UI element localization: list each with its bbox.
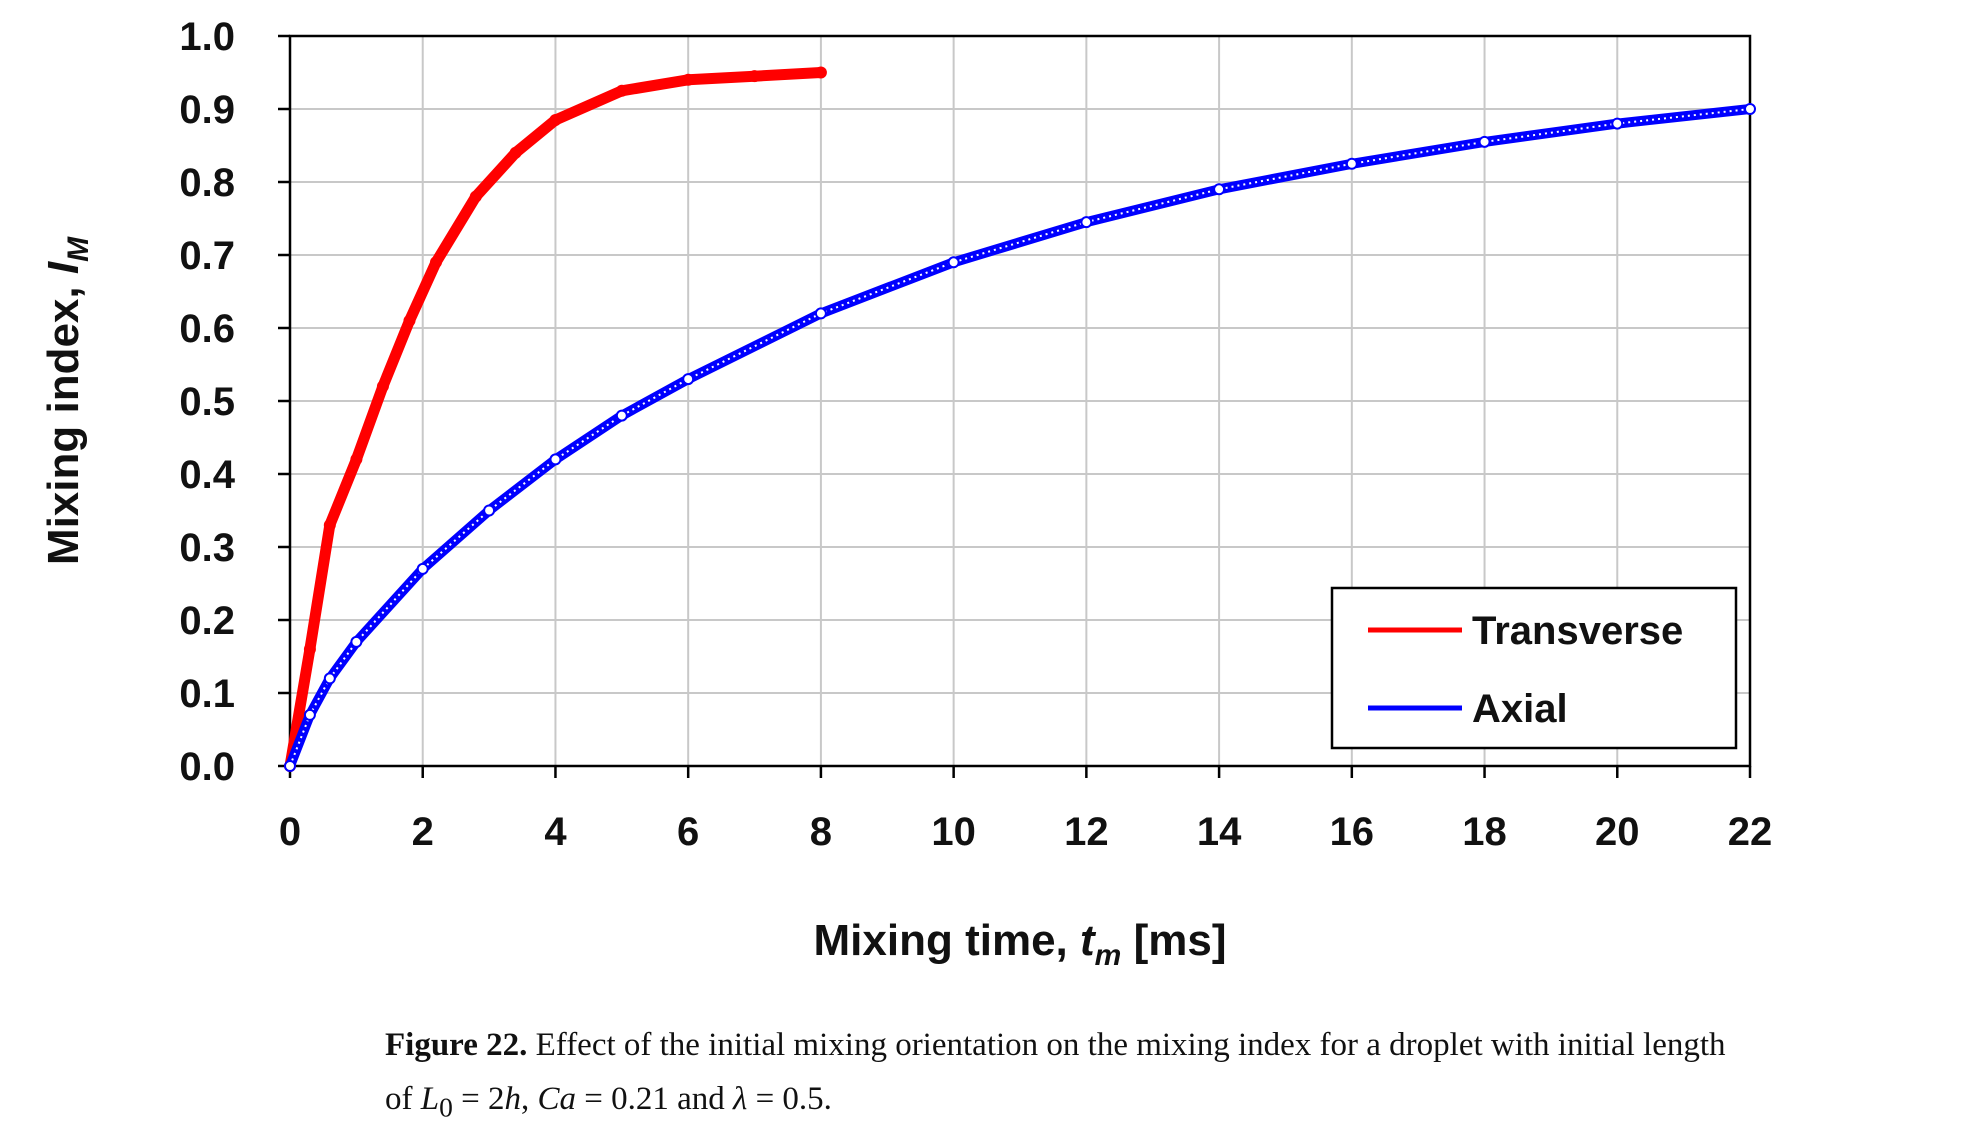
caption-Ca: Ca (537, 1081, 576, 1117)
y-tick-label: 0.9 (179, 88, 235, 132)
data-point-axial (682, 373, 695, 386)
x-tick-label: 0 (279, 810, 301, 854)
y-axis-title: Mixing index, IM (39, 236, 95, 565)
caption-eq1: = 2 (452, 1081, 505, 1117)
y-tick-label: 0.3 (179, 526, 235, 570)
x-tick-label: 18 (1462, 810, 1507, 854)
x-tick-labels: 0 2 4 6 8 10 12 14 16 18 20 22 (279, 810, 1772, 854)
caption-eq3: = 0.5. (747, 1081, 832, 1117)
x-axis-title-sub: m (1095, 939, 1122, 972)
data-point-transverse (549, 113, 562, 126)
data-point-transverse (403, 314, 416, 327)
x-tick-label: 14 (1197, 810, 1242, 854)
caption-figure-label: Figure 22. (385, 1027, 528, 1063)
x-tick-label: 10 (931, 810, 976, 854)
data-point-axial (615, 409, 628, 422)
y-tick-label: 1.0 (179, 15, 235, 59)
caption-text-1: Effect of the initial mixing orientation… (527, 1027, 1726, 1063)
caption-text-of: of (385, 1081, 421, 1117)
data-point-transverse (469, 190, 482, 203)
data-point-axial (1213, 183, 1226, 196)
data-point-transverse (350, 453, 363, 466)
x-tick-label: 6 (677, 810, 699, 854)
data-point-transverse (509, 146, 522, 159)
x-tick-label: 16 (1330, 810, 1375, 854)
y-tick-labels: 0.0 0.1 0.2 0.3 0.4 0.5 0.6 0.7 0.8 0.9 1.0 (179, 15, 235, 789)
data-point-transverse (615, 84, 628, 97)
data-point-axial (1478, 135, 1491, 148)
caption-L-sub: 0 (439, 1091, 453, 1123)
data-point-axial (1345, 157, 1358, 170)
data-point-transverse (303, 643, 316, 656)
y-tick-label: 0.1 (179, 672, 235, 716)
caption-line-2: of L0 = 2h, Ca = 0.21 and λ = 0.5. (385, 1072, 1955, 1135)
y-axis-title-sub: M (62, 236, 95, 262)
data-point-axial (947, 256, 960, 269)
x-axis-title-var: t (1080, 916, 1097, 965)
x-tick-label: 2 (412, 810, 434, 854)
data-series (284, 66, 1756, 772)
data-point-axial (1611, 117, 1624, 130)
y-tick-label: 0.2 (179, 599, 235, 643)
legend-label-axial: Axial (1472, 687, 1568, 731)
data-point-axial (1080, 216, 1093, 229)
caption-lambda: λ (733, 1081, 748, 1117)
legend-box (1330, 586, 1738, 750)
series-line-transverse (284, 67, 827, 772)
x-axis-title-main: Mixing time, (814, 916, 1080, 965)
caption-line-1: Figure 22. Effect of the initial mixing … (385, 1018, 1955, 1072)
data-point-transverse (376, 380, 389, 393)
x-tick-label: 22 (1728, 810, 1773, 854)
data-point-transverse (748, 70, 761, 83)
y-tick-label: 0.0 (179, 745, 235, 789)
data-point-axial (323, 672, 336, 685)
data-point-transverse (682, 73, 695, 86)
data-point-axial (284, 760, 296, 772)
data-point-axial (814, 307, 827, 320)
y-tick-label: 0.4 (179, 453, 235, 497)
data-point-axial (483, 504, 496, 517)
series-marker-trail-axial (289, 108, 1751, 767)
data-point-transverse (430, 256, 442, 269)
x-tick-label: 4 (544, 810, 567, 854)
data-point-axial (416, 562, 429, 575)
caption-h: h (504, 1081, 521, 1117)
data-point-axial (549, 453, 562, 466)
legend-label-transverse: Transverse (1472, 609, 1683, 653)
x-tick-label: 8 (810, 810, 832, 854)
y-tick-label: 0.8 (179, 161, 235, 205)
data-point-axial (303, 708, 316, 721)
y-tick-label: 0.6 (179, 307, 235, 351)
caption-L: L (420, 1081, 440, 1117)
x-tick-label: 12 (1064, 810, 1109, 854)
y-tick-label: 0.7 (179, 234, 235, 278)
y-axis-title-main: Mixing index, (39, 274, 88, 565)
caption-comma: , (520, 1081, 538, 1117)
data-point-transverse (814, 66, 827, 79)
legend: Transverse Axial (1330, 586, 1738, 750)
caption-eq2: = 0.21 and (576, 1081, 734, 1117)
data-point-axial (1744, 103, 1756, 115)
x-axis-title: Mixing time, tm [ms] (814, 916, 1227, 972)
y-axis-title-var: I (39, 261, 88, 274)
figure-caption: Figure 22. Effect of the initial mixing … (385, 1018, 1955, 1135)
x-tick-label: 20 (1595, 810, 1640, 854)
data-point-transverse (323, 519, 336, 532)
x-axis-title-unit: [ms] (1121, 916, 1226, 965)
data-point-axial (350, 635, 363, 648)
y-tick-label: 0.5 (179, 380, 235, 424)
